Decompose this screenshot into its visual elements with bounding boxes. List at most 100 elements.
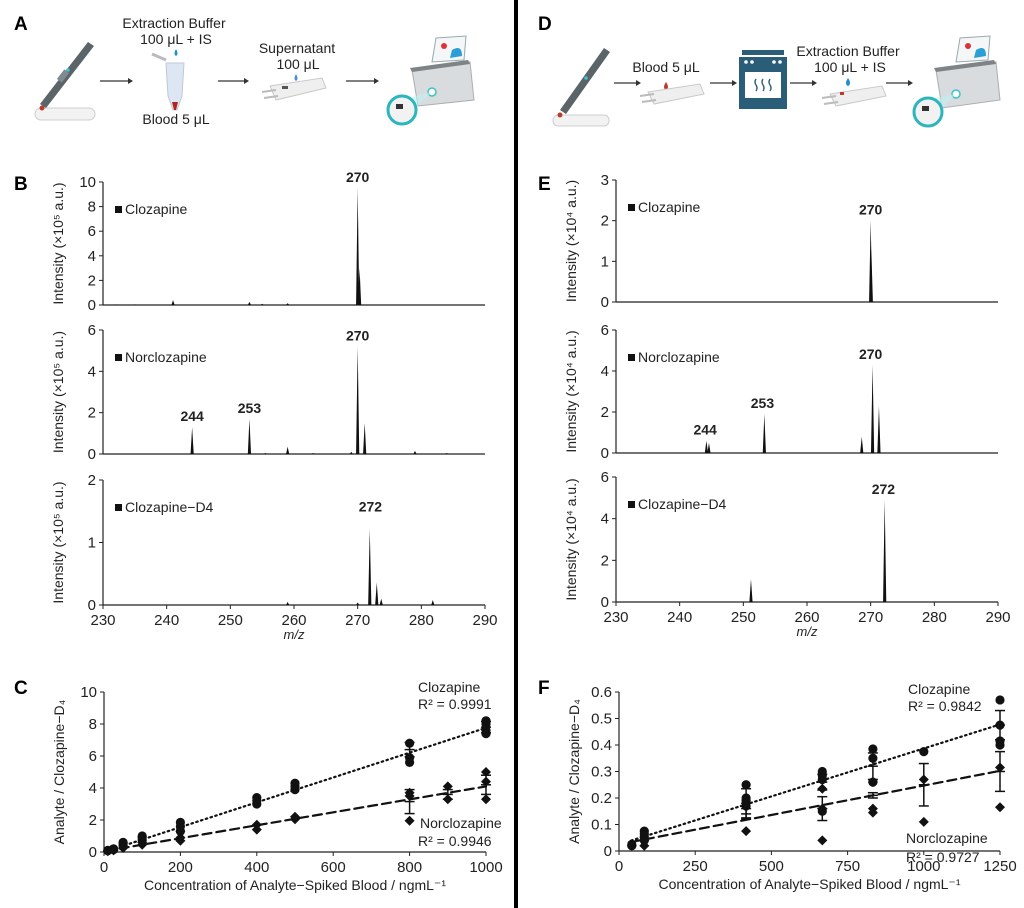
- y-tick-label: 0.1: [591, 817, 612, 834]
- legend-swatch: [115, 206, 122, 213]
- x-axis-label: m/z: [284, 627, 305, 642]
- x-tick-label: 1250: [983, 858, 1016, 875]
- peak-label: 253: [751, 395, 775, 411]
- spectrum-peak: [883, 499, 887, 602]
- y-tick-label: 2: [88, 272, 96, 289]
- y-tick-label: 4: [601, 511, 609, 528]
- spectrum-peak: [263, 452, 267, 454]
- x-tick-label: 270: [345, 612, 370, 629]
- spectrum-peak: [445, 452, 449, 454]
- schematic-a: Extraction Buffer 100 μL + IS Blood 5 μL…: [34, 15, 475, 127]
- x-tick-label: 240: [154, 612, 179, 629]
- spectrum-peak: [375, 582, 379, 605]
- data-point: [175, 826, 186, 837]
- legend-swatch: [628, 354, 635, 361]
- mass-spectrometer-icon: [912, 35, 1001, 128]
- y-axis-label: Intensity (×10⁴ a.u.): [563, 478, 579, 600]
- y-tick-label: 4: [89, 780, 97, 797]
- arrow-head-icon: [128, 78, 133, 84]
- y-tick-label: 10: [79, 174, 96, 191]
- r-squared-clozapine: R² = 0.9842: [908, 698, 982, 714]
- spectrum-peak: [133, 304, 137, 305]
- spectrum-peak: [356, 188, 360, 305]
- r-squared-clozapine: R² = 0.9991: [418, 696, 492, 712]
- data-point: [868, 744, 878, 754]
- y-tick-label: 2: [88, 405, 96, 422]
- y-tick-label: 0.5: [591, 711, 612, 728]
- spectrum-peak: [247, 301, 252, 305]
- series-name-norclozapine: Norclozapine: [906, 830, 988, 846]
- arrow-head-icon: [732, 80, 737, 86]
- legend-swatch: [115, 354, 122, 361]
- step-label: 100 μL: [276, 56, 319, 72]
- trendline-clozapine: [630, 723, 1002, 842]
- x-tick-label: 250: [731, 609, 756, 626]
- y-tick-label: 3: [601, 172, 609, 189]
- x-tick-label: 280: [922, 609, 947, 626]
- x-tick-label: 230: [603, 609, 628, 626]
- arrow-head-icon: [374, 78, 379, 84]
- y-tick-label: 0: [604, 843, 612, 860]
- panel-divider: [514, 0, 518, 908]
- data-point: [175, 817, 185, 828]
- peak-label: 270: [859, 202, 883, 218]
- y-tick-label: 1: [601, 253, 609, 270]
- spectrum-peak: [247, 418, 252, 454]
- spectrum-peak: [356, 602, 360, 605]
- spectrum-peak: [311, 452, 315, 454]
- y-axis-label: Intensity (×10⁵ a.u.): [50, 481, 66, 603]
- data-point: [626, 840, 637, 851]
- x-tick-label: 750: [835, 858, 860, 875]
- data-point: [867, 803, 878, 814]
- x-tick-label: 270: [858, 609, 883, 626]
- data-point: [741, 826, 752, 837]
- chart-e2: 0 2 4 6 Intensity (×10⁴ a.u.) Norclozapine 244…: [563, 322, 998, 462]
- data-point: [118, 843, 129, 853]
- step-label: Blood 5 μL: [142, 111, 209, 127]
- chart-c: 0 2 4 6 8 10 0 200 400 600 800 1000 Analyte / Clozap…: [51, 679, 503, 893]
- mass-spectrometer-icon: [386, 35, 475, 126]
- step-label: 100 μL + IS: [140, 31, 212, 47]
- x-axis-label: Concentration of Analyte−Spiked Blood / …: [659, 876, 961, 892]
- chart-e1: 0 1 2 3 Intensity (×10⁴ a.u.) Clozapine 270: [563, 172, 998, 311]
- y-axis-label: Analyte / Clozapine−D₄: [51, 699, 67, 844]
- step-label: Supernatant: [259, 40, 335, 56]
- data-point: [108, 845, 119, 856]
- data-point: [290, 778, 300, 788]
- spectrum-peak: [704, 440, 709, 453]
- y-tick-label: 4: [88, 363, 96, 380]
- x-tick-label: 600: [321, 859, 346, 876]
- y-axis-label: Analyte / Clozapine−D₄: [566, 699, 582, 844]
- chart-b3: 0 1 2 230 240 250 260 270 280 290 Intensity (×10⁵ …: [50, 472, 498, 642]
- data-point: [995, 736, 1005, 746]
- y-tick-label: 8: [89, 716, 97, 733]
- spectrum-peak: [114, 304, 118, 305]
- spectrum-peak: [762, 414, 766, 453]
- x-tick-label: 500: [759, 858, 784, 875]
- step-label: Extraction Buffer: [796, 43, 900, 59]
- y-tick-label: 0: [601, 445, 609, 462]
- data-point: [741, 780, 751, 790]
- y-tick-label: 2: [601, 552, 609, 569]
- chart-b1: 0 2 4 6 8 10 Intensity (×10⁵ a.u.) Clozapine 270: [50, 169, 485, 314]
- y-axis-label: Intensity (×10⁴ a.u.): [563, 330, 579, 452]
- series-name-norclozapine: Norclozapine: [420, 815, 502, 831]
- spectrum-peak: [860, 436, 864, 453]
- y-tick-label: 1: [88, 535, 96, 552]
- legend-label: Clozapine: [638, 199, 700, 215]
- peak-label: 244: [180, 408, 204, 424]
- spectrum-peak: [877, 405, 881, 453]
- x-tick-label: 0: [615, 858, 623, 875]
- spectrum-peak: [171, 300, 175, 305]
- data-point: [252, 793, 262, 803]
- panel-letter-d: D: [538, 14, 552, 35]
- data-point: [137, 831, 147, 841]
- y-tick-label: 0.3: [591, 764, 612, 781]
- data-point: [995, 802, 1005, 813]
- x-axis-label: m/z: [797, 624, 818, 639]
- y-tick-label: 0: [601, 594, 609, 611]
- trendline-norclozapine: [104, 785, 488, 852]
- data-point: [867, 777, 878, 788]
- x-tick-label: 250: [683, 858, 708, 875]
